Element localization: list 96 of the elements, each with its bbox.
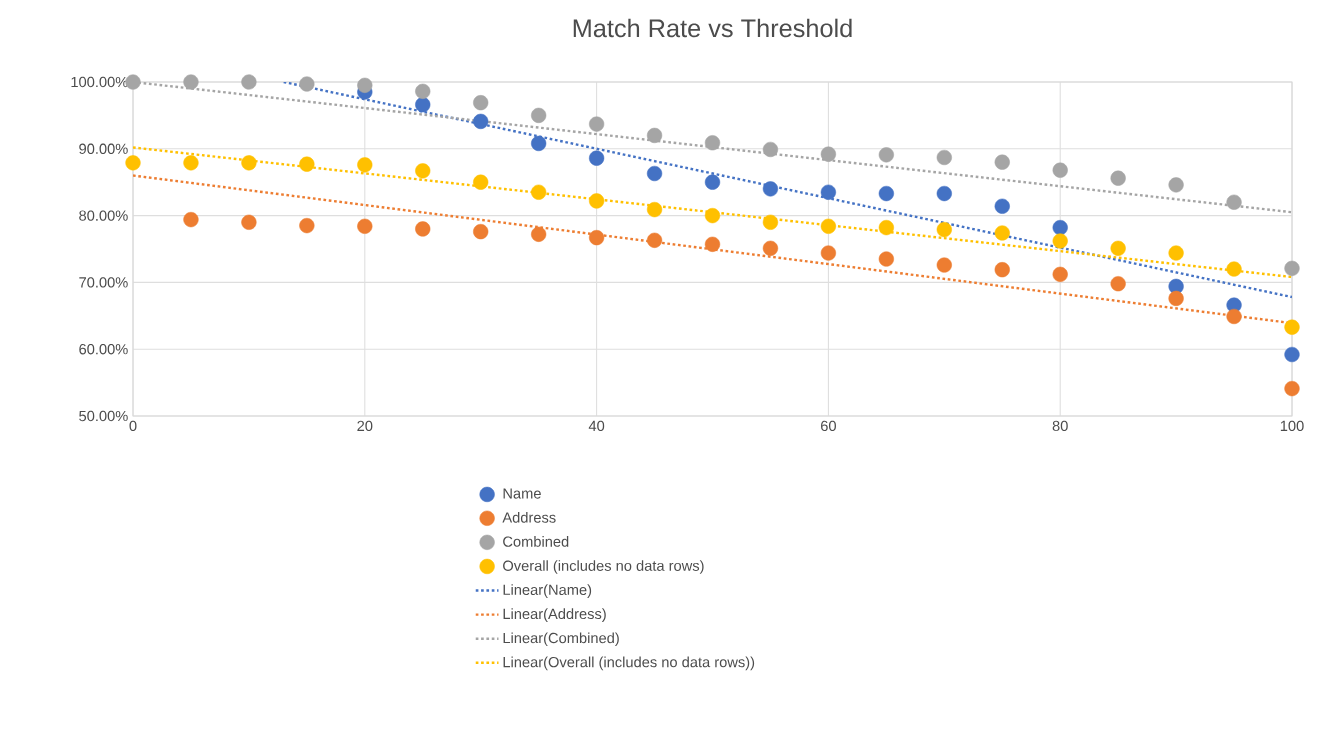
- point: [1168, 245, 1184, 261]
- legend-label: Combined: [503, 536, 569, 547]
- y-tick-label: 80.00%: [79, 210, 128, 221]
- point: [994, 154, 1010, 170]
- legend-label: Linear(Address): [503, 608, 606, 622]
- point: [299, 218, 315, 234]
- point: [589, 150, 605, 166]
- point: [762, 214, 779, 230]
- point: [589, 193, 605, 209]
- point: [878, 147, 894, 163]
- point: [646, 232, 663, 248]
- legend-label: Overall (includes no data rows): [503, 560, 704, 574]
- x-tick-label: 60: [821, 420, 836, 432]
- point: [820, 146, 837, 162]
- point: [1052, 233, 1068, 249]
- point: [125, 74, 141, 90]
- point: [1284, 319, 1300, 335]
- point: [994, 225, 1010, 241]
- point: [1226, 261, 1242, 277]
- point: [994, 198, 1010, 214]
- point: [762, 240, 779, 256]
- point: [1226, 194, 1242, 210]
- point: [936, 185, 952, 202]
- point: [1052, 162, 1068, 178]
- point: [704, 135, 721, 151]
- point: [1168, 177, 1184, 193]
- point: [183, 155, 199, 171]
- point: [936, 222, 952, 238]
- point: [820, 184, 837, 200]
- point: [646, 201, 663, 218]
- point: [589, 230, 605, 246]
- point: [762, 141, 779, 158]
- point: [994, 262, 1010, 278]
- point: [1110, 170, 1126, 186]
- point: [1052, 220, 1068, 236]
- point: [473, 174, 489, 190]
- point: [357, 157, 373, 173]
- point: [820, 245, 837, 261]
- point: [1226, 308, 1242, 325]
- y-tick-label: 50.00%: [79, 410, 128, 422]
- point: [531, 226, 547, 242]
- point: [820, 218, 837, 234]
- y-tick-label: 60.00%: [79, 344, 128, 355]
- point: [531, 135, 547, 152]
- point: [1110, 276, 1126, 292]
- point: [1110, 240, 1126, 256]
- point: [704, 174, 721, 190]
- point: [125, 155, 141, 171]
- x-tick-label: 20: [357, 420, 373, 432]
- legend-label: Linear(Name): [503, 584, 592, 598]
- point: [1052, 266, 1068, 282]
- point: [415, 163, 431, 179]
- point: [241, 214, 257, 230]
- point: [589, 116, 605, 132]
- point: [241, 155, 257, 171]
- point: [415, 97, 431, 113]
- point: [936, 149, 952, 166]
- point: [473, 224, 489, 240]
- point: [646, 165, 663, 182]
- point: [1168, 290, 1184, 307]
- point: [241, 74, 257, 90]
- x-tick-label: 100: [1280, 420, 1304, 432]
- point: [1284, 346, 1300, 363]
- point: [878, 220, 894, 236]
- point: [357, 218, 373, 234]
- point: [473, 95, 489, 111]
- legend-label: Name: [503, 488, 541, 499]
- point: [357, 77, 373, 93]
- point: [531, 184, 547, 200]
- point: [1284, 381, 1300, 397]
- x-tick-label: 80: [1052, 420, 1068, 432]
- y-tick-label: 90.00%: [79, 143, 128, 154]
- point: [1284, 260, 1300, 276]
- point: [878, 185, 894, 202]
- point: [936, 257, 952, 273]
- chart-title: Match Rate vs Threshold: [573, 18, 852, 38]
- point: [878, 251, 894, 267]
- point: [704, 236, 721, 252]
- point: [183, 74, 199, 90]
- y-tick-label: 70.00%: [79, 277, 128, 288]
- x-tick-label: 40: [588, 420, 605, 432]
- point: [415, 221, 431, 237]
- point: [473, 113, 489, 130]
- point: [531, 107, 547, 123]
- y-tick-label: 100.00%: [71, 76, 128, 88]
- legend-label: Linear(Combined): [503, 632, 619, 647]
- point: [299, 156, 315, 172]
- legend-label: Address: [502, 511, 556, 523]
- x-tick-label: 0: [129, 420, 137, 432]
- legend-label: Linear(Overall (includes no data rows)): [503, 656, 755, 671]
- point: [415, 83, 431, 99]
- point: [646, 127, 663, 144]
- point: [183, 212, 199, 228]
- point: [762, 181, 779, 197]
- point: [299, 76, 315, 92]
- point: [704, 207, 721, 224]
